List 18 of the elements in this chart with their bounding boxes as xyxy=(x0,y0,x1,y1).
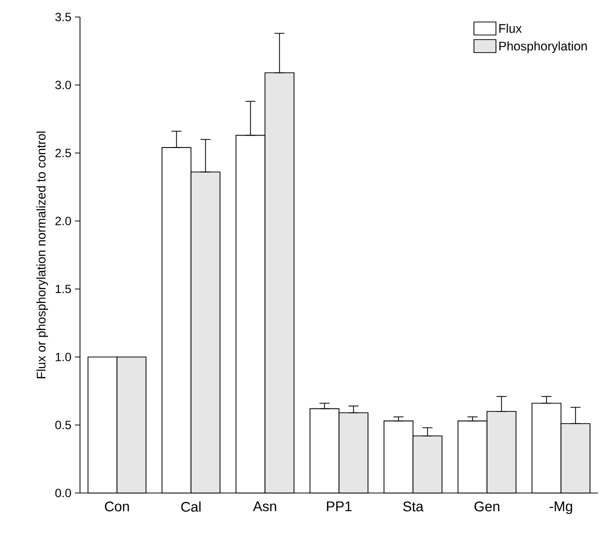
x-tick-label: Con xyxy=(104,502,129,512)
y-tick-label: 2.5 xyxy=(55,148,71,158)
y-axis-title: Flux or phosphorylation normalized to control xyxy=(36,132,48,378)
x-tick-label: Sta xyxy=(403,502,424,512)
y-tick-label: 0.5 xyxy=(55,420,71,430)
y-tick-label: 1.0 xyxy=(56,352,72,362)
y-tick-label: 2.0 xyxy=(55,216,72,226)
y-tick-label: 3.5 xyxy=(55,12,71,22)
legend-label: Phosphorylation xyxy=(499,41,587,53)
y-tick-label: 0.0 xyxy=(55,488,72,498)
legend-label: Flux xyxy=(499,24,522,33)
x-tick-label: Asn xyxy=(253,502,276,512)
y-tick-label: 3.0 xyxy=(55,80,72,90)
x-tick-label: Cal xyxy=(181,502,201,512)
x-tick-label: -Mg xyxy=(550,502,572,514)
x-tick-label: PP1 xyxy=(326,502,352,512)
x-tick-label: Gen xyxy=(474,502,500,512)
y-tick-label: 1.5 xyxy=(56,284,71,294)
